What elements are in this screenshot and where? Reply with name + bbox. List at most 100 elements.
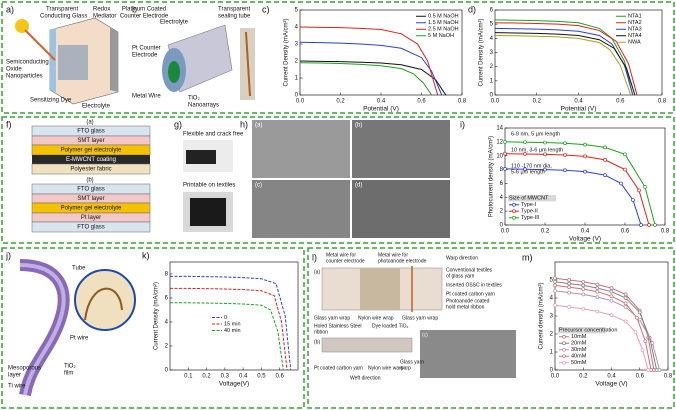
marker (609, 286, 614, 290)
label: Pt coated carbon yarn (446, 291, 495, 297)
y-axis-label: Current Density (mA/cm²) (479, 18, 485, 86)
panel-j: j) Tube Pt wire Mesoporous layer TiO₂ fi… (5, 250, 136, 397)
photo-wire (245, 31, 251, 97)
marker (619, 181, 623, 186)
marker (543, 167, 547, 172)
label: Electrolyte (82, 104, 111, 110)
y-tick-label: 4 (550, 296, 554, 302)
wire-core (168, 61, 180, 83)
layer-label: Polymer gel electrolyte (61, 148, 122, 154)
x-tick-label: 0.1 (184, 374, 193, 380)
marker (543, 140, 547, 145)
marker (567, 305, 571, 309)
label: counter electrode (326, 258, 365, 264)
legend-label: Type-III (521, 215, 540, 221)
annotation: 10 nm, 3-6 µm length (511, 147, 563, 153)
glass (50, 28, 56, 92)
marker (603, 173, 607, 177)
marker (553, 276, 557, 281)
x-tick-label: 0.8 (658, 99, 667, 105)
sub-label: (a) (255, 123, 262, 129)
photo-sample (186, 150, 216, 164)
legend-label: 0.5 M NaOH (428, 14, 459, 20)
photo-sample (190, 198, 226, 226)
marker (523, 167, 527, 172)
legend-label: 50mM (571, 360, 587, 366)
panel-label: i) (460, 119, 465, 129)
y-tick-label: 3 (550, 314, 554, 320)
label: Ti wire (8, 384, 26, 390)
marker (637, 310, 642, 315)
legend-title: Precursor concentration (559, 328, 617, 334)
y-axis-label: Current Density (mA/cm²) (284, 18, 290, 86)
x-tick-label: 0.2 (533, 99, 542, 105)
sem-image (352, 120, 450, 178)
series-line (170, 275, 292, 371)
label: ribbon (314, 329, 328, 335)
sub-label: (a) (86, 120, 93, 126)
y-tick-label: 1 (295, 76, 299, 82)
label: Metal wire for (378, 252, 408, 258)
x-tick-label: 0.4 (377, 99, 386, 105)
marker (603, 145, 607, 150)
x-tick-label: 0.4 (607, 374, 616, 380)
marker (581, 283, 586, 288)
label: Conducting Glass (40, 14, 87, 20)
y-tick-label: 6 (490, 8, 494, 14)
y-tick-label: 0 (550, 368, 554, 374)
label: Dye loaded TiO₂ (372, 323, 408, 329)
y-tick-label: 2 (490, 64, 494, 70)
label: warp (400, 365, 411, 371)
label: hold metal ribbon (446, 304, 485, 310)
marker (631, 198, 635, 202)
y-tick-label: 8 (165, 272, 169, 278)
series-line (170, 302, 284, 371)
label: Inserted OSSC in textiles (446, 282, 502, 288)
marker (637, 188, 641, 193)
x-tick-label: 0.2 (579, 374, 588, 380)
marker (523, 152, 527, 156)
label: Nylon wire warp (368, 365, 404, 371)
x-tick-label: 0.0 (501, 229, 510, 235)
legend-marker (562, 360, 566, 365)
panel-label: k) (142, 250, 150, 260)
x-tick-label: 0.0 (551, 374, 560, 380)
label: Nylon wire wrap (358, 315, 394, 321)
layer-label: SMT layer (77, 196, 104, 202)
x-axis-label: Voltage (V) (569, 236, 601, 243)
sem-image (420, 330, 516, 378)
marker (623, 296, 628, 300)
marker (583, 154, 587, 159)
marker (523, 140, 527, 145)
series-line (494, 35, 632, 96)
layer (32, 155, 150, 164)
row-border (1, 1, 675, 114)
y-tick-label: 6 (165, 296, 169, 302)
marker (595, 309, 600, 314)
marker (646, 368, 651, 372)
label: Mesoporous (8, 366, 41, 372)
label: of glass yarn (446, 273, 475, 279)
x-tick-label: 0.6 (276, 374, 285, 380)
label: Oxide (6, 67, 22, 73)
annotation: 5-6 µm length (511, 169, 545, 175)
y-tick-label: 4 (500, 195, 504, 201)
x-axis-label: Potential (V) (561, 106, 597, 113)
series-line (494, 19, 634, 96)
panel-label: d) (468, 4, 476, 14)
layer-label: SMT layer (77, 138, 104, 144)
y-tick-label: 10 (496, 153, 503, 159)
marker (581, 292, 586, 297)
label: Mediator (93, 14, 116, 20)
photo-fiber (84, 287, 123, 321)
legend-label: 20mM (571, 341, 587, 347)
label: TiO₂ (188, 96, 200, 102)
x-tick-label: 0.4 (574, 99, 583, 105)
legend-title: Size of MWCNT (509, 196, 549, 202)
marker (595, 289, 600, 294)
y-tick-label: 0 (165, 368, 169, 374)
layer (31, 221, 151, 233)
y-tick-label: 14 (496, 126, 503, 132)
label: Nanoparticles (6, 74, 43, 80)
legend-label: 0 (224, 315, 227, 321)
